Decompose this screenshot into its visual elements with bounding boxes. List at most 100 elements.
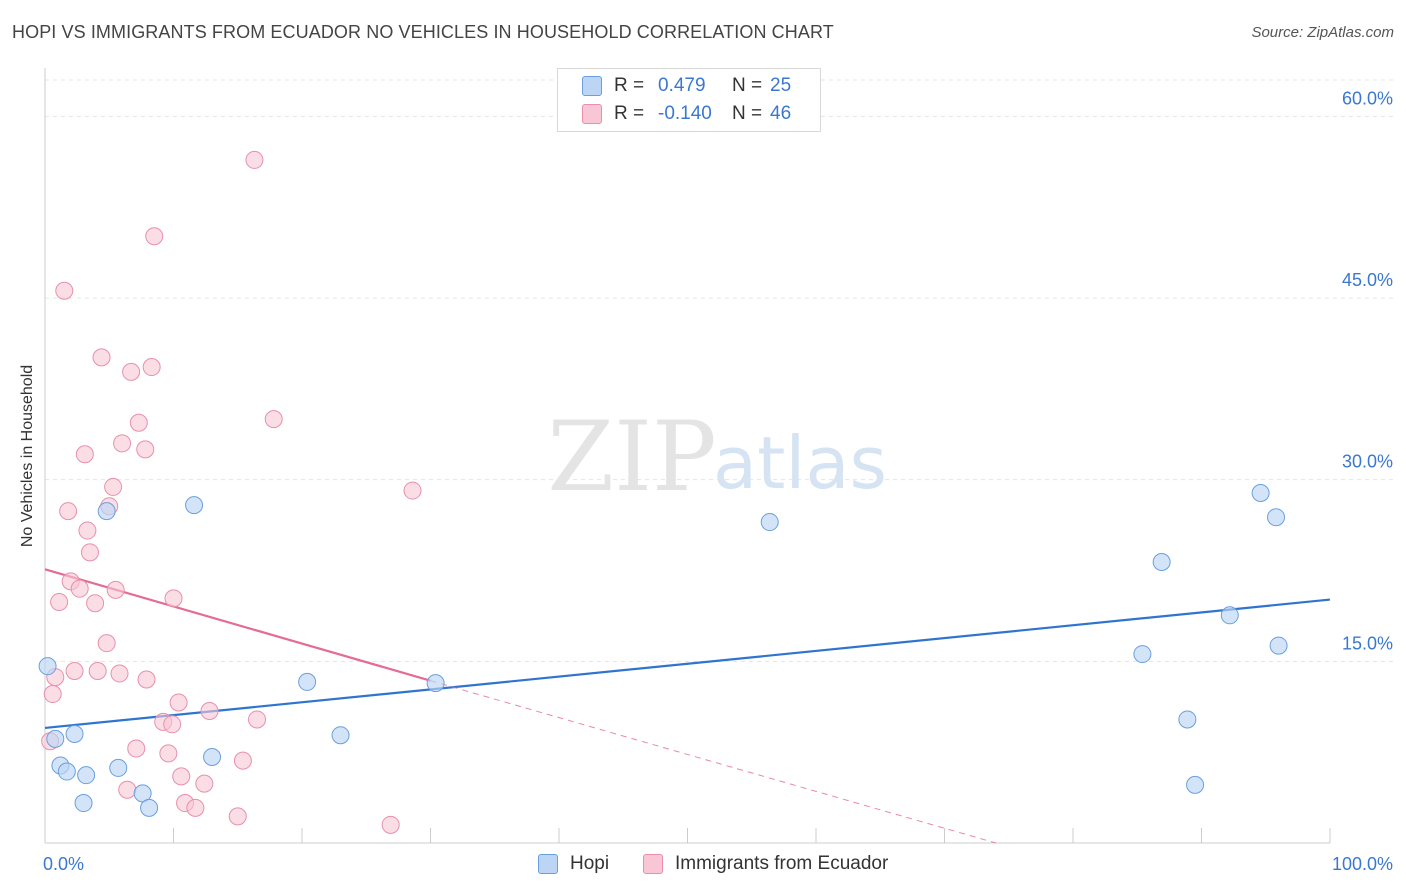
data-points	[38, 150, 1288, 834]
hopi-point	[74, 794, 93, 813]
ecuador-point	[50, 592, 69, 611]
ecuador-point	[145, 227, 164, 246]
ecuador-point	[228, 807, 247, 826]
ecuador-point	[200, 701, 219, 720]
ecuador-point	[248, 710, 267, 729]
ecuador-point	[403, 481, 422, 500]
tick-labels: 15.0% 30.0% 45.0% 60.0% 0.0% 100.0%	[43, 88, 1393, 874]
ecuador-point	[88, 662, 107, 681]
n-label: N =	[732, 75, 763, 96]
ecuador-legend-swatch	[643, 854, 663, 874]
hopi-point	[46, 729, 65, 748]
chart-title: HOPI VS IMMIGRANTS FROM ECUADOR NO VEHIC…	[12, 22, 834, 42]
ecuador-point	[110, 664, 129, 683]
hopi-point	[1220, 606, 1239, 625]
watermark-zip: ZIP	[547, 401, 716, 513]
n-value: 46	[770, 103, 792, 124]
hopi-point	[1152, 553, 1171, 572]
ecuador-point	[113, 434, 132, 453]
n-label: N =	[732, 103, 763, 124]
hopi-point	[298, 672, 317, 691]
r-label: R =	[614, 75, 645, 96]
r-value: -0.140	[658, 103, 712, 124]
ecuador-swatch	[582, 104, 602, 124]
ecuador-legend-label: Immigrants from Ecuador	[675, 853, 889, 874]
ecuador-point	[159, 744, 178, 763]
r-label: R =	[614, 103, 645, 124]
hopi-point	[760, 513, 779, 532]
ecuador-point	[129, 413, 148, 432]
source-label: Source: ZipAtlas.com	[1251, 24, 1394, 41]
stats-legend: R = 0.479 N = 25 R = -0.140 N = 46	[557, 68, 821, 132]
hopi-trend-line	[44, 598, 1331, 730]
ecuador-point	[78, 521, 97, 540]
hopi-point	[203, 748, 222, 767]
hopi-point	[38, 657, 57, 676]
hopi-point	[185, 496, 204, 515]
hopi-point	[65, 725, 84, 743]
legend-hopi: Hopi	[538, 852, 609, 876]
ecuador-point	[137, 670, 156, 689]
hopi-point	[1269, 636, 1288, 655]
ecuador-point	[97, 634, 116, 653]
y-tick-label: 15.0%	[1342, 633, 1393, 653]
hopi-point	[109, 758, 128, 777]
hopi-swatch	[582, 76, 602, 96]
hopi-point	[1251, 483, 1270, 502]
ecuador-point	[92, 348, 111, 367]
ecuador-point	[65, 662, 84, 681]
legend-ecuador: Immigrants from Ecuador	[643, 852, 888, 876]
ecuador-point	[55, 281, 74, 300]
watermark: ZIP atlas	[547, 401, 887, 513]
hopi-point	[1267, 508, 1286, 527]
hopi-point	[97, 502, 116, 521]
hopi-legend-swatch	[538, 854, 558, 874]
ecuador-point	[86, 594, 105, 613]
ecuador-point	[233, 751, 252, 770]
ecuador-point	[106, 580, 125, 599]
gridlines	[45, 79, 1395, 662]
x-tick-label: 0.0%	[43, 854, 84, 874]
hopi-point	[331, 726, 350, 745]
ecuador-point	[264, 410, 283, 429]
ecuador-point	[164, 589, 183, 608]
ecuador-point	[118, 780, 137, 799]
ecuador-point	[186, 798, 205, 817]
y-tick-label: 30.0%	[1342, 452, 1393, 472]
ecuador-point	[80, 543, 99, 562]
ecuador-point	[104, 477, 123, 496]
ecuador-trend-extension	[430, 680, 997, 844]
ecuador-point	[172, 767, 191, 786]
ecuador-point	[169, 693, 188, 712]
trend-lines	[44, 568, 1331, 844]
n-value: 25	[770, 75, 792, 96]
x-tick-label: 100.0%	[1332, 854, 1393, 874]
ecuador-point	[70, 579, 89, 598]
hopi-point	[57, 762, 76, 781]
hopi-point	[1186, 775, 1205, 794]
ecuador-point	[136, 440, 155, 459]
watermark-atlas: atlas	[713, 421, 887, 505]
hopi-point	[77, 766, 96, 785]
y-tick-label: 45.0%	[1342, 270, 1393, 290]
hopi-legend-label: Hopi	[570, 853, 610, 874]
ecuador-point	[142, 358, 161, 377]
hopi-point	[426, 674, 445, 693]
ecuador-point	[245, 150, 264, 169]
ecuador-point	[59, 502, 78, 521]
hopi-point	[1133, 645, 1152, 664]
ecuador-point	[75, 445, 94, 464]
y-tick-label: 60.0%	[1342, 88, 1393, 108]
hopi-point	[140, 798, 159, 817]
hopi-point	[1178, 710, 1197, 729]
ecuador-point	[195, 774, 214, 793]
legend-row-hopi: R = 0.479 N = 25	[582, 74, 791, 98]
ecuador-point	[127, 739, 146, 758]
axes	[44, 68, 1331, 844]
r-value: 0.479	[658, 75, 706, 96]
ecuador-point	[122, 362, 141, 381]
legend-row-ecuador: R = -0.140 N = 46	[582, 102, 791, 126]
ecuador-point	[381, 815, 400, 834]
ecuador-point	[163, 715, 182, 734]
